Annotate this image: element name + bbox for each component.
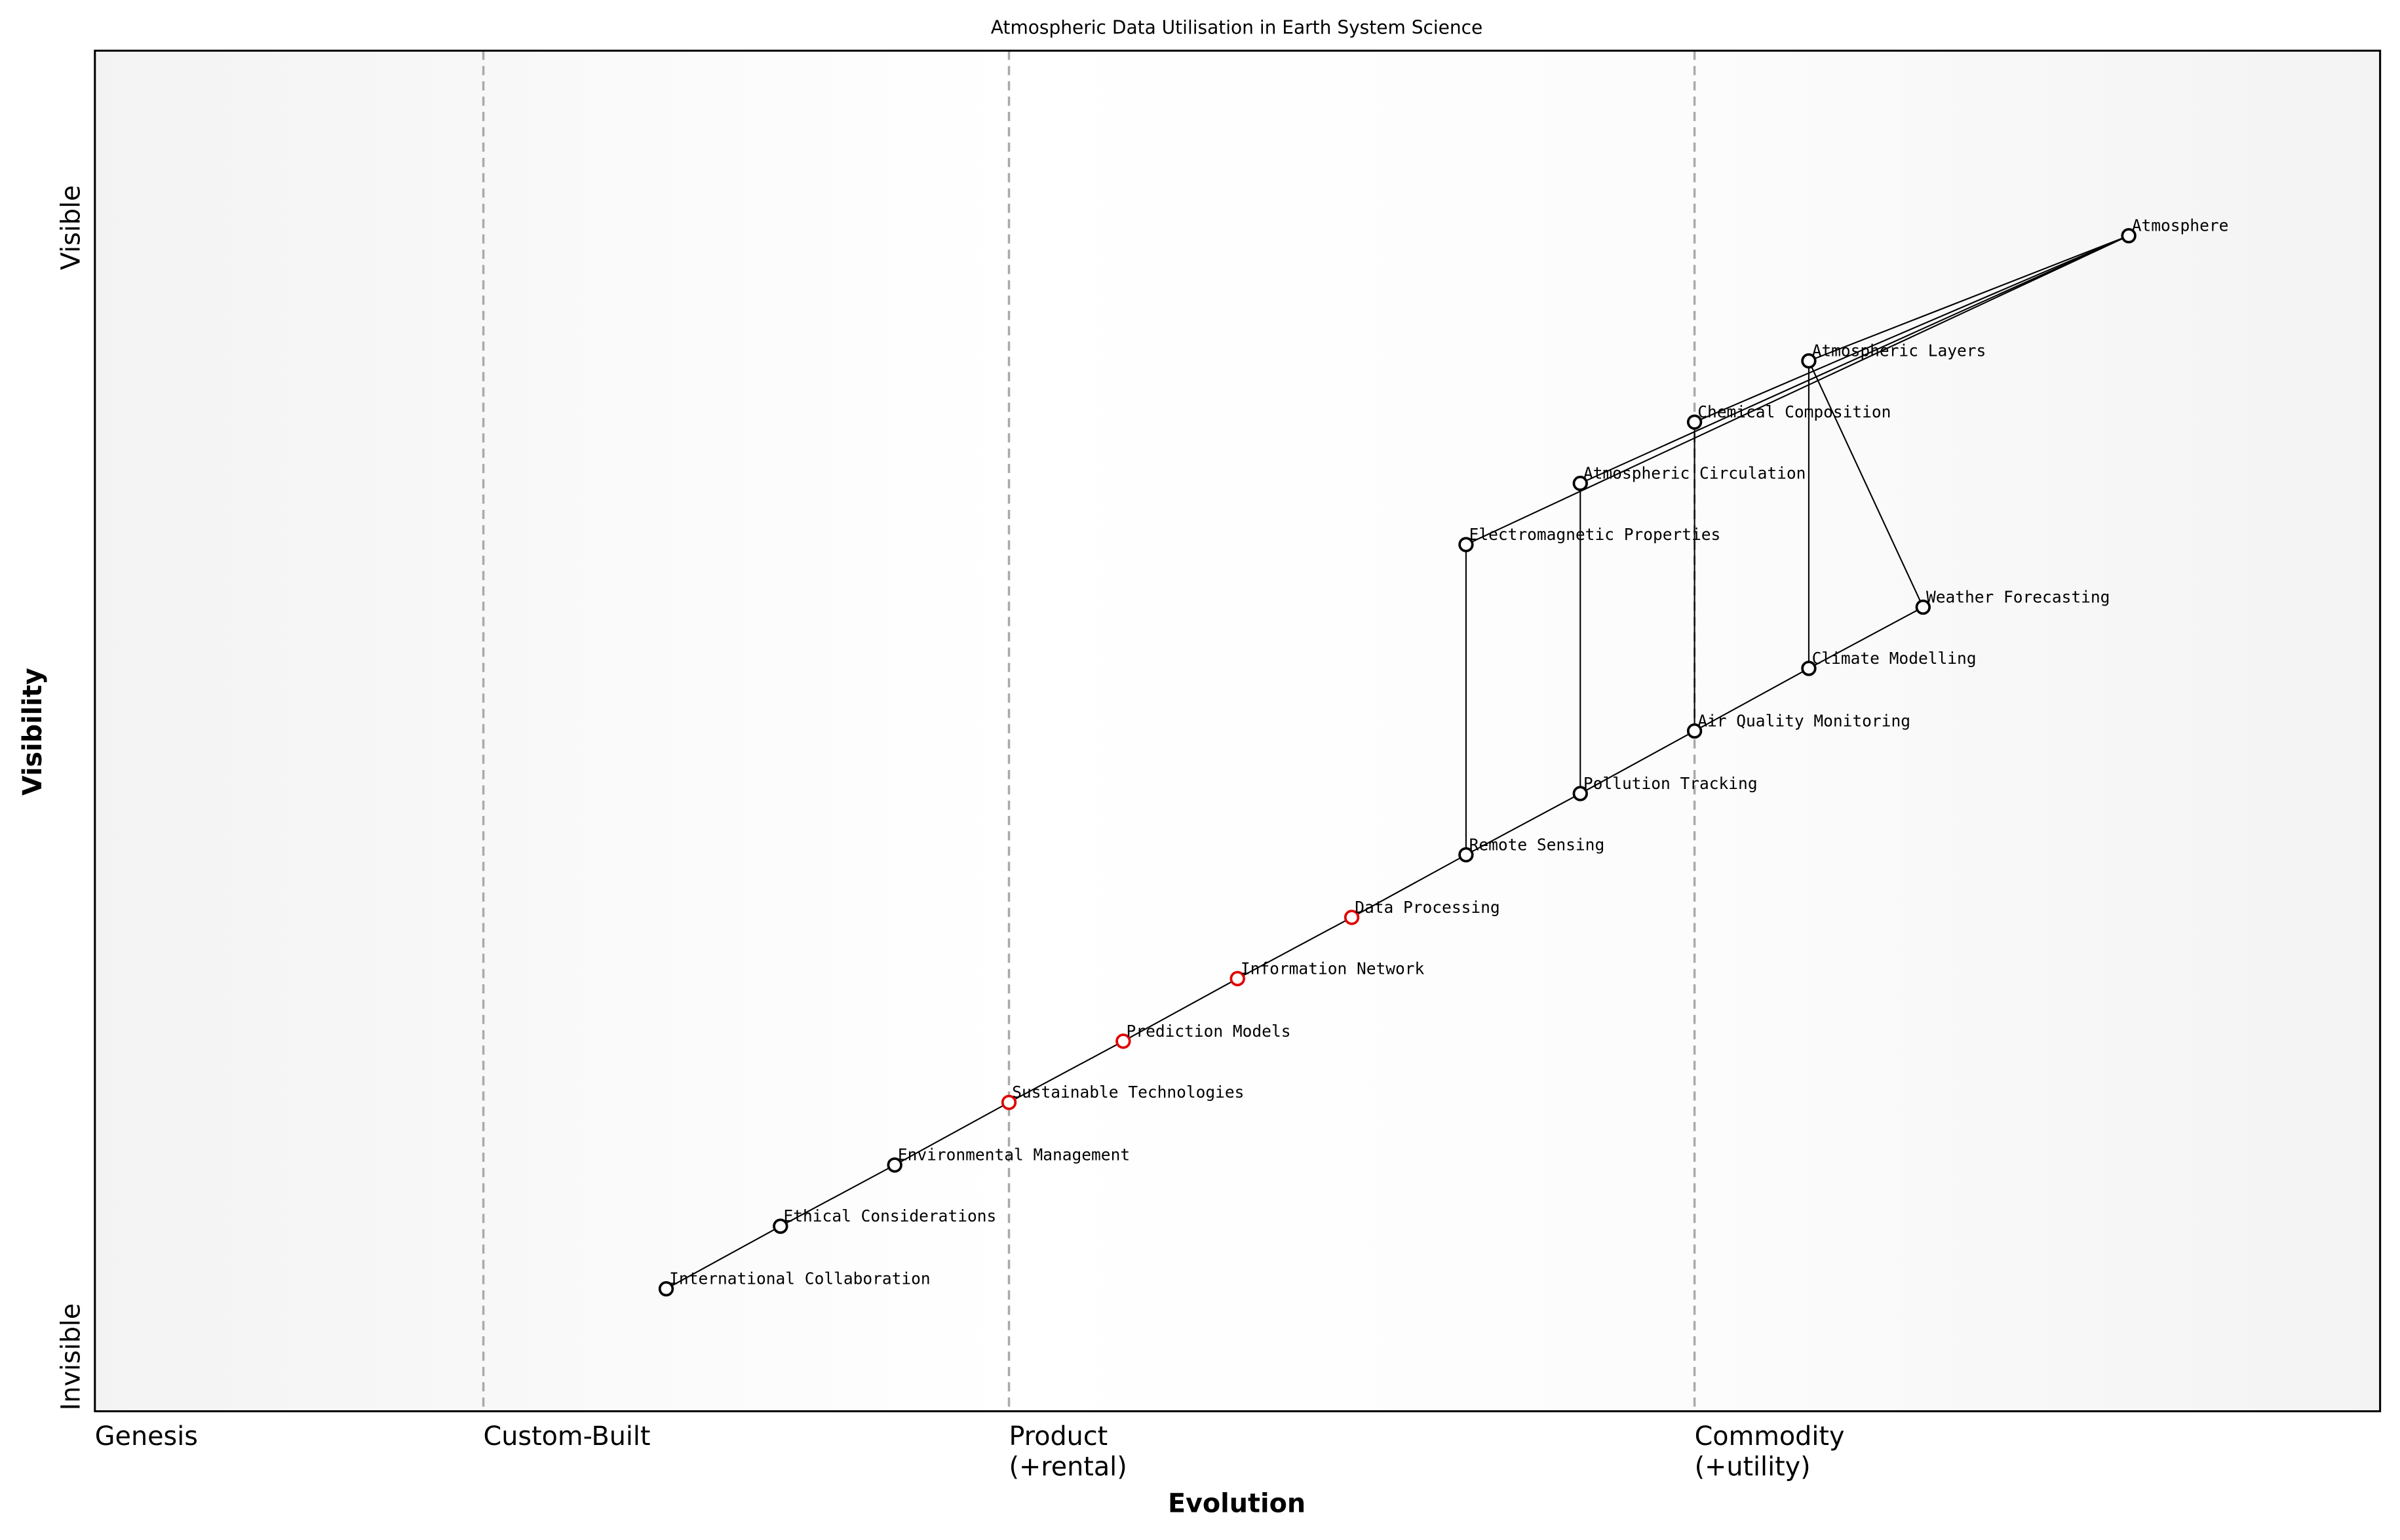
node (1229, 971, 1245, 986)
link (1808, 235, 2129, 362)
link (1237, 916, 1353, 980)
node-label: Sustainable Technologies (1012, 1083, 1244, 1102)
link (894, 1102, 1010, 1166)
node (1458, 537, 1474, 552)
link (1465, 793, 1581, 856)
link (1465, 235, 2129, 545)
node (1572, 475, 1588, 491)
node-label: Atmospheric Layers (1812, 341, 1986, 360)
node (1686, 414, 1703, 430)
link (1694, 668, 1810, 732)
node (887, 1157, 902, 1173)
plot-frame (94, 49, 2382, 1413)
x-tick-label: Commodity (+utility) (1695, 1421, 1845, 1482)
x-tick-label: Product (+rental) (1009, 1421, 1127, 1482)
x-axis-title: Evolution (1168, 1489, 1306, 1519)
link (666, 1225, 781, 1290)
node-label: Air Quality Monitoring (1697, 711, 1910, 730)
chart-title: Atmospheric Data Utilisation in Earth Sy… (991, 17, 1483, 39)
link (1808, 606, 1924, 669)
node-label: Environmental Management (898, 1145, 1130, 1165)
node-label: International Collaboration (669, 1269, 931, 1288)
node (2121, 228, 2137, 244)
node-label: Prediction Models (1127, 1022, 1291, 1041)
node (658, 1281, 674, 1297)
y-tick-label: Invisible (56, 1303, 86, 1411)
y-axis-title: Visibility (18, 668, 48, 796)
node (1572, 786, 1588, 801)
node-label: Data Processing (1355, 898, 1500, 917)
node-label: Atmospheric Circulation (1583, 464, 1806, 483)
node (1115, 1033, 1131, 1049)
node (1344, 910, 1360, 925)
link (1009, 1040, 1124, 1104)
node (1801, 661, 1817, 676)
node (773, 1218, 788, 1234)
link (1579, 730, 1695, 794)
link (1694, 235, 2129, 423)
node-label: Atmosphere (2132, 216, 2229, 235)
plot-background (94, 50, 2380, 1412)
x-tick-label: Genesis (95, 1421, 198, 1452)
node-label: Chemical Composition (1697, 402, 1891, 421)
node-label: Climate Modelling (1812, 649, 1977, 668)
node-label: Information Network (1241, 959, 1425, 978)
link (1351, 854, 1467, 918)
node (1686, 723, 1703, 739)
node-label: Remote Sensing (1469, 835, 1605, 854)
node (1801, 353, 1817, 369)
node (1001, 1094, 1017, 1110)
node (1915, 599, 1931, 615)
link (1808, 360, 1924, 607)
link (780, 1164, 895, 1227)
node (1458, 847, 1474, 863)
node-label: Weather Forecasting (1926, 588, 2110, 607)
link (1123, 978, 1238, 1042)
node-label: Electromagnetic Properties (1469, 525, 1721, 544)
x-tick-label: Custom-Built (484, 1421, 651, 1452)
link (1579, 235, 2129, 484)
y-tick-label: Visible (56, 185, 86, 270)
plot: Atmosphere Atmospheric Layers Chemical Com… (482, 50, 2229, 1412)
node-label: Ethical Considerations (784, 1206, 997, 1225)
node-label: Pollution Tracking (1583, 774, 1758, 793)
